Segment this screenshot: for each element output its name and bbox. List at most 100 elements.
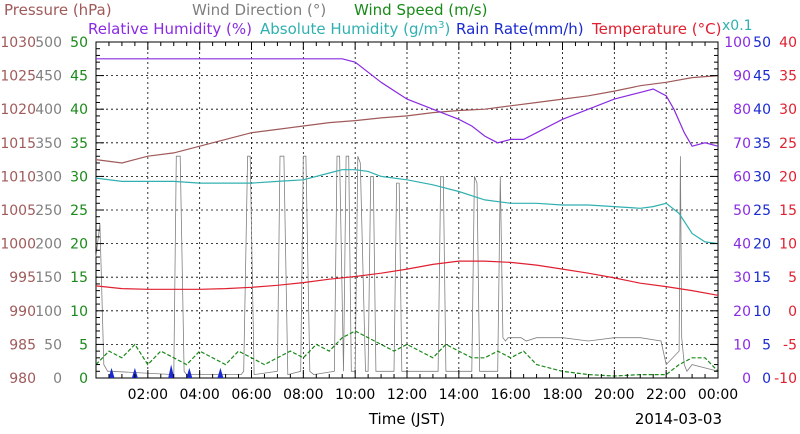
chart-title-1: Wind Direction (°) [192, 1, 326, 19]
chart-titles: Pressure (hPa) Wind Direction (°) Wind Spe… [4, 1, 753, 38]
y-tick-label-wind-direction: 300 [35, 169, 62, 185]
chart-title-0: Pressure (hPa) [4, 1, 112, 19]
y-tick-label-rain-rate: 20 [753, 237, 771, 253]
y-tick-label-rain-rate: 25 [753, 203, 771, 219]
y-tick-label-relative-humidity: 40 [733, 237, 751, 253]
y-tick-label-rain-rate: 0 [762, 371, 771, 387]
y-tick-label-pressure: 1005 [0, 203, 36, 219]
y-tick-label-rain-rate: 10 [753, 304, 771, 320]
y-tick-label-temperature: -5 [783, 337, 797, 353]
temperature-c-line [95, 260, 719, 296]
y-tick-label-wind-speed: 30 [70, 169, 88, 185]
x-tick-label: 12:00 [387, 387, 427, 403]
y-tick-label-temperature: 25 [779, 136, 797, 152]
y-tick-label-wind-direction: 100 [35, 304, 62, 320]
y-tick-label-wind-direction: 150 [35, 270, 62, 286]
y-tick-label-relative-humidity: 20 [733, 304, 751, 320]
y-tick-label-wind-direction: 500 [35, 35, 62, 51]
pressure-hpa-line [95, 75, 719, 164]
rain-rate-mark [131, 367, 138, 378]
y-tick-label-pressure: 1020 [0, 102, 36, 118]
y-tick-label-rain-rate: 40 [753, 102, 771, 118]
y-tick-label-wind-speed: 20 [70, 237, 88, 253]
y-tick-label-pressure: 1000 [0, 237, 36, 253]
x-tick-label: 10:00 [335, 387, 375, 403]
y-tick-label-wind-speed: 35 [70, 136, 88, 152]
y-tick-label-wind-direction: 400 [35, 102, 62, 118]
y-tick-label-relative-humidity: 50 [733, 203, 751, 219]
y-tick-label-rain-rate: 5 [762, 337, 771, 353]
y-tick-label-rain-rate: 45 [753, 69, 771, 85]
y-tick-label-wind-direction: 350 [35, 136, 62, 152]
y-tick-label-rain-rate: 50 [753, 35, 771, 51]
x-tick-label: 14:00 [439, 387, 479, 403]
y-tick-label-pressure: 995 [9, 270, 36, 286]
y-tick-label-relative-humidity: 10 [733, 337, 751, 353]
chart-title-5: Rain Rate(mm/h) [456, 20, 584, 38]
y-tick-label-wind-direction: 50 [44, 337, 62, 353]
y-tick-label-relative-humidity: 80 [733, 102, 751, 118]
x-tick-label: 08:00 [283, 387, 323, 403]
grid [95, 41, 719, 379]
x-tick-label: 00:00 [698, 387, 738, 403]
chart-title-2: Wind Speed (m/s) [354, 1, 487, 19]
y-tick-label-temperature: 5 [788, 270, 797, 286]
axes: 02:00 04:00 06:00 08:00 10:00 12:00 14:00 16:00… [0, 35, 797, 428]
y-tick-label-wind-speed: 50 [70, 35, 88, 51]
y-tick-label-rain-rate: 15 [753, 270, 771, 286]
y-tick-label-pressure: 980 [9, 371, 36, 387]
y-tick-label-wind-speed: 45 [70, 69, 88, 85]
chart-title-4: Absolute Humidity (g/m3) [260, 20, 450, 38]
y-tick-label-pressure: 1025 [0, 69, 36, 85]
y-tick-label-wind-speed: 25 [70, 203, 88, 219]
plot-area [95, 58, 719, 378]
y-tick-label-relative-humidity: 0 [742, 371, 751, 387]
y-tick-label-temperature: 0 [788, 304, 797, 320]
date-label: 2014-03-03 [635, 410, 722, 428]
wind-direction-line [95, 155, 719, 376]
chart-title-3: Relative Humidity (%) [88, 20, 252, 38]
y-tick-label-pressure: 1030 [0, 35, 36, 51]
chart-title-6: Temperature (°C) [591, 20, 721, 38]
y-tick-label-rain-rate: 35 [753, 136, 771, 152]
y-tick-label-wind-speed: 10 [70, 304, 88, 320]
y-tick-label-pressure: 1015 [0, 136, 36, 152]
y-tick-label-relative-humidity: 30 [733, 270, 751, 286]
x-tick-label: 16:00 [490, 387, 530, 403]
y-tick-label-relative-humidity: 90 [733, 69, 751, 85]
y-tick-label-wind-direction: 0 [53, 371, 62, 387]
x-tick-label: 04:00 [179, 387, 219, 403]
y-tick-label-wind-speed: 40 [70, 102, 88, 118]
y-tick-label-temperature: 15 [779, 203, 797, 219]
y-tick-label-temperature: 35 [779, 69, 797, 85]
y-tick-label-wind-speed: 0 [79, 371, 88, 387]
y-tick-label-relative-humidity: 100 [724, 35, 751, 51]
y-tick-label-temperature: 10 [779, 237, 797, 253]
x-tick-label: 02:00 [128, 387, 168, 403]
y-tick-label-wind-speed: 15 [70, 270, 88, 286]
y-tick-label-pressure: 1010 [0, 169, 36, 185]
y-tick-label-wind-direction: 450 [35, 69, 62, 85]
y-tick-label-pressure: 985 [9, 337, 36, 353]
abs-humidity-multiplier: x0.1 [722, 18, 753, 34]
x-axis-label: Time (JST) [368, 410, 445, 428]
relative-humidity-line [96, 58, 719, 147]
y-tick-label-relative-humidity: 70 [733, 136, 751, 152]
y-tick-label-pressure: 990 [9, 304, 36, 320]
y-tick-label-temperature: -10 [774, 371, 797, 387]
rain-rate-mark [186, 367, 193, 378]
y-tick-label-wind-direction: 250 [35, 203, 62, 219]
rain-rate-mark [168, 364, 175, 378]
rain-rate-mark [217, 367, 224, 378]
wind-speed-m-s-line [95, 330, 719, 377]
y-tick-label-temperature: 40 [779, 35, 797, 51]
absolute-humidity-g-m3-x0-1-line [95, 169, 719, 245]
x-tick-label: 22:00 [646, 387, 686, 403]
rain-rate-mark [108, 367, 115, 378]
y-tick-label-temperature: 30 [779, 102, 797, 118]
y-tick-label-rain-rate: 30 [753, 169, 771, 185]
y-tick-label-relative-humidity: 60 [733, 169, 751, 185]
y-tick-label-wind-direction: 200 [35, 237, 62, 253]
x-tick-label: 06:00 [231, 387, 271, 403]
